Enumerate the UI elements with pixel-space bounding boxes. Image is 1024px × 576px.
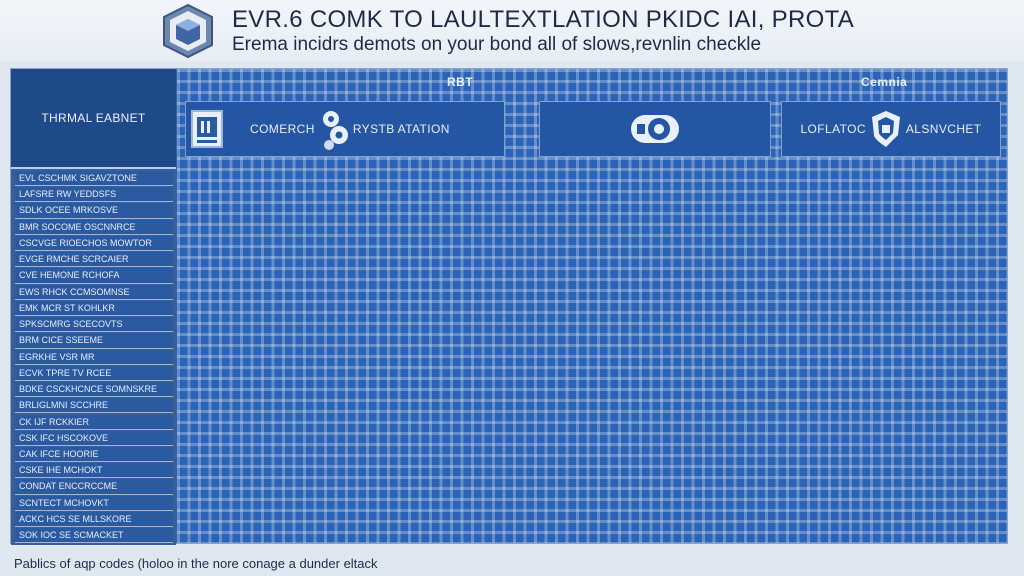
row-label[interactable]: BMR SOCOME OSCNNRCE <box>15 219 173 235</box>
row-label[interactable]: CAK IFCE HOORIE <box>15 446 173 463</box>
row-label[interactable]: BRM CICE SSEEME <box>15 333 173 349</box>
checkbox-grid[interactable]: RBT Cemnia COMERCH <box>177 69 1007 543</box>
module-label-alsnvchet: ALSNVCHET <box>905 122 982 136</box>
row-label[interactable]: EGRKHE VSR MR <box>15 349 173 365</box>
page-subtitle: Erema incidrs demots on your bond all of… <box>232 34 762 55</box>
row-label[interactable]: CSKE IHE MCHOKT <box>15 463 173 479</box>
shield-badge-icon <box>870 109 902 149</box>
disc-drive-icon <box>629 111 681 147</box>
group-header-band: RBT Cemnia <box>177 69 1007 89</box>
row-label[interactable]: SOK IOC SE SCMACKET <box>15 528 173 544</box>
label-column-header: THRMAL EABNET <box>11 69 176 169</box>
row-label[interactable]: LAFSRE RW YEDDSFS <box>15 187 173 203</box>
row-label[interactable]: ACKC HCS SE MLLSKORE <box>15 511 173 528</box>
row-label[interactable]: SCNTECT MCHOVKT <box>15 495 173 511</box>
device-icon <box>190 109 224 149</box>
row-label[interactable]: EVGE RMCHE SCRCAIER <box>15 252 173 268</box>
checklist-matrix: THRMAL EABNET EVL CSCHMK SIGAVZTONE LAFS… <box>10 68 1008 545</box>
module-label-comerch: COMERCH <box>250 122 315 136</box>
page-title: EVR.6 COMK TO LAULTEXTLATION PKIDC IAI, … <box>232 6 855 33</box>
row-label[interactable]: CSK IFC HSCOKOVE <box>15 430 173 446</box>
page-header: EVR.6 COMK TO LAULTEXTLATION PKIDC IAI, … <box>0 0 1024 62</box>
row-label[interactable]: CSCVGE RIOECHOS MOWTOR <box>15 235 173 252</box>
row-label[interactable]: SDLK OCEE MRKOSVE <box>15 203 173 219</box>
row-label[interactable]: BRLIGLMNI SCCHRE <box>15 398 173 414</box>
row-label[interactable]: BDKE CSCKHCNCE SOMNSKRE <box>15 382 173 398</box>
module-header-loflatoc[interactable]: LOFLATOC ALSNVCHET <box>781 101 1001 157</box>
row-label[interactable]: EVL CSCHMK SIGAVZTONE <box>15 171 173 187</box>
row-label-column: THRMAL EABNET EVL CSCHMK SIGAVZTONE LAFS… <box>11 69 176 545</box>
footer-note: Pablics of aqp codes (holoo in the nore … <box>14 556 378 571</box>
row-label[interactable]: SPKSCMRG SCECOVTS <box>15 317 173 333</box>
gear-stack-icon <box>319 107 349 151</box>
module-header-comerch[interactable]: COMERCH RYSTB ATATION <box>185 101 505 157</box>
row-label-list: EVL CSCHMK SIGAVZTONE LAFSRE RW YEDDSFS … <box>15 171 173 544</box>
row-label[interactable]: CK IJF RCKKIER <box>15 414 173 430</box>
group-label-cemnia: Cemnia <box>861 75 908 89</box>
row-label[interactable]: ECVK TPRE TV RCEE <box>15 365 173 381</box>
row-label[interactable]: EWS RHCK CCMSOMNSE <box>15 284 173 300</box>
cube-shield-icon <box>160 2 216 60</box>
module-label-loflatoc: LOFLATOC <box>800 122 866 136</box>
row-label[interactable]: CVE HEMONE RCHOFA <box>15 268 173 284</box>
module-label-rystb-atation: RYSTB ATATION <box>352 122 450 136</box>
group-label-rbt: RBT <box>447 75 474 89</box>
row-label[interactable]: EMK MCR ST KOHLKR <box>15 300 173 317</box>
module-header-disc[interactable] <box>539 101 771 157</box>
row-label[interactable]: CONDAT ENCCRCCME <box>15 479 173 495</box>
